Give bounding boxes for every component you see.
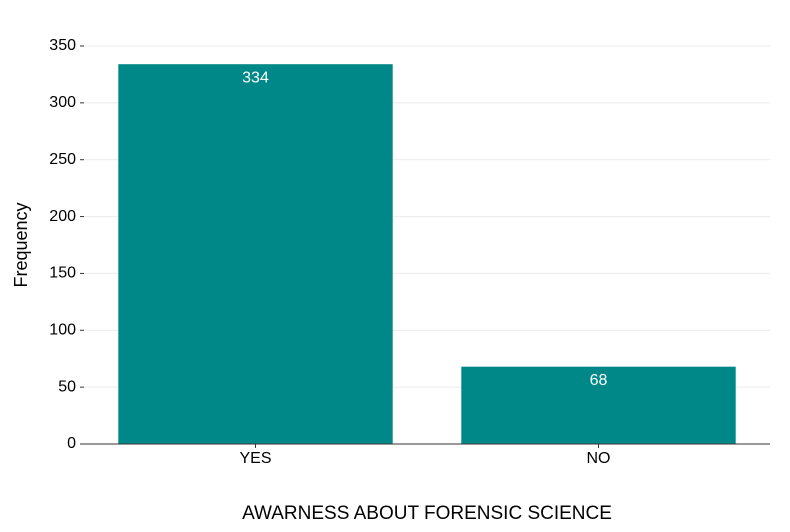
y-tick-label: 350	[49, 37, 76, 54]
data-label: 334	[242, 69, 269, 86]
y-tick-label: 300	[49, 94, 76, 111]
bar	[461, 366, 736, 444]
y-tick-label: 150	[49, 265, 76, 282]
y-tick-label: 100	[49, 322, 76, 339]
y-tick-label: 200	[49, 208, 76, 225]
y-tick-label: 250	[49, 151, 76, 168]
y-tick-label: 50	[58, 378, 76, 395]
bar	[118, 64, 393, 445]
y-tick-label: 0	[67, 435, 76, 452]
x-axis-title: AWARNESS ABOUT FORENSIC SCIENCE	[242, 503, 612, 524]
data-label: 68	[590, 372, 608, 389]
x-tick-label: YES	[239, 450, 271, 467]
y-axis-title: Frequency	[11, 202, 31, 287]
x-tick-label: NO	[587, 450, 611, 467]
